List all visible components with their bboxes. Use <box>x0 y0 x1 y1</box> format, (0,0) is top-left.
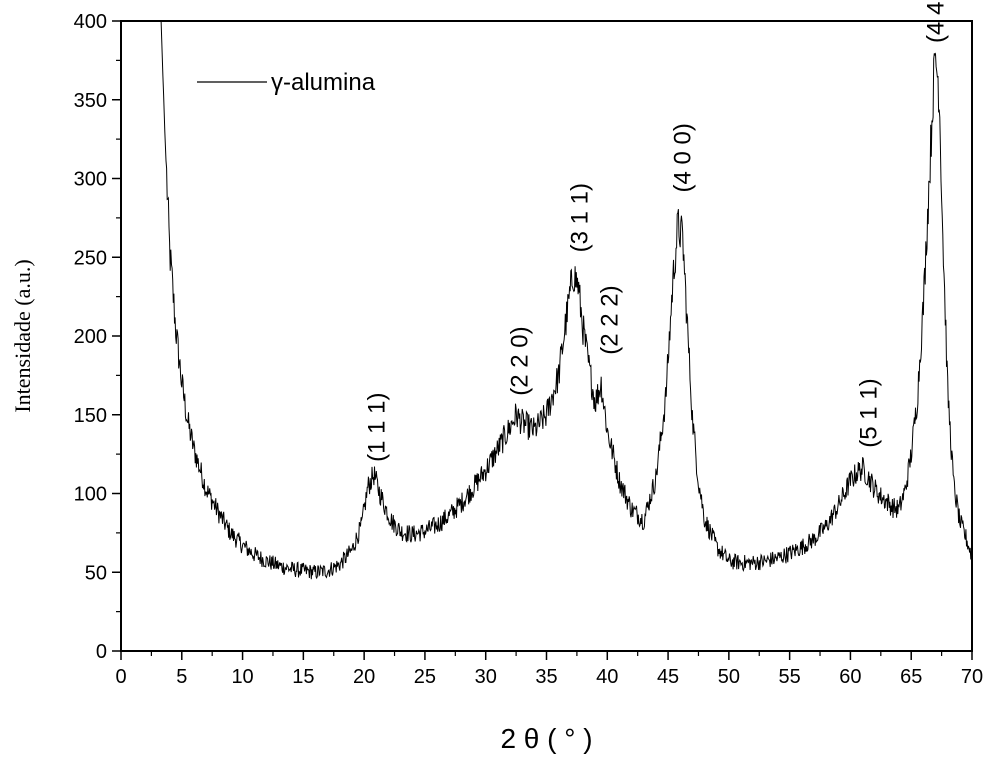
x-tick-label: 65 <box>900 666 922 688</box>
peak-label: (4 4 0) <box>923 0 950 43</box>
x-axis: 0 5 10 15 20 25 30 35 40 45 50 55 60 65 70 <box>115 651 983 688</box>
x-axis-title: 2 θ ( ° ) <box>500 723 592 754</box>
legend: γ-alumina <box>197 69 376 96</box>
x-tick-label: 40 <box>596 666 618 688</box>
x-tick-label: 10 <box>231 666 253 688</box>
y-tick-label: 200 <box>74 326 107 348</box>
x-tick-label: 55 <box>779 666 801 688</box>
series-layer <box>160 20 973 580</box>
peak-label: (2 2 2) <box>597 285 624 354</box>
peak-label: (3 1 1) <box>566 183 593 252</box>
peak-label: (4 0 0) <box>670 123 697 192</box>
x-tick-label: 60 <box>839 666 861 688</box>
y-tick-label: 400 <box>74 11 107 33</box>
plot-frame <box>120 20 973 652</box>
y-tick-label: 300 <box>74 169 107 191</box>
x-tick-label: 45 <box>657 666 679 688</box>
x-tick-label: 35 <box>535 666 557 688</box>
x-tick-label: 20 <box>353 666 375 688</box>
y-tick-label: 350 <box>74 90 107 112</box>
y-tick-label: 250 <box>74 247 107 269</box>
y-tick-label: 0 <box>96 641 107 663</box>
x-tick-label: 15 <box>292 666 314 688</box>
peak-label: (2 2 0) <box>507 326 534 395</box>
y-axis-title: Intensidade (a.u.) <box>10 259 35 412</box>
x-tick-label: 25 <box>414 666 436 688</box>
peak-label: (1 1 1) <box>363 393 390 462</box>
x-tick-label: 0 <box>115 666 126 688</box>
x-tick-label: 50 <box>718 666 740 688</box>
x-tick-label: 70 <box>961 666 983 688</box>
y-tick-label: 50 <box>85 562 107 584</box>
x-tick-label: 5 <box>176 666 187 688</box>
series-line-gamma-alumina <box>160 20 973 580</box>
legend-label: γ-alumina <box>271 69 376 96</box>
y-axis: 0 50 100 150 200 250 300 350 400 <box>74 11 121 663</box>
y-tick-label: 100 <box>74 484 107 506</box>
annotation-layer: (1 1 1) (2 2 0) (3 1 1) (2 2 2) (4 0 0) (5 1 … <box>363 0 949 462</box>
y-tick-label: 150 <box>74 405 107 427</box>
peak-label: (5 1 1) <box>856 378 883 447</box>
x-tick-label: 30 <box>475 666 497 688</box>
plot-area: 0 5 10 15 20 25 30 35 40 45 50 55 60 65 70 0 50 100 150 20… <box>74 0 984 688</box>
